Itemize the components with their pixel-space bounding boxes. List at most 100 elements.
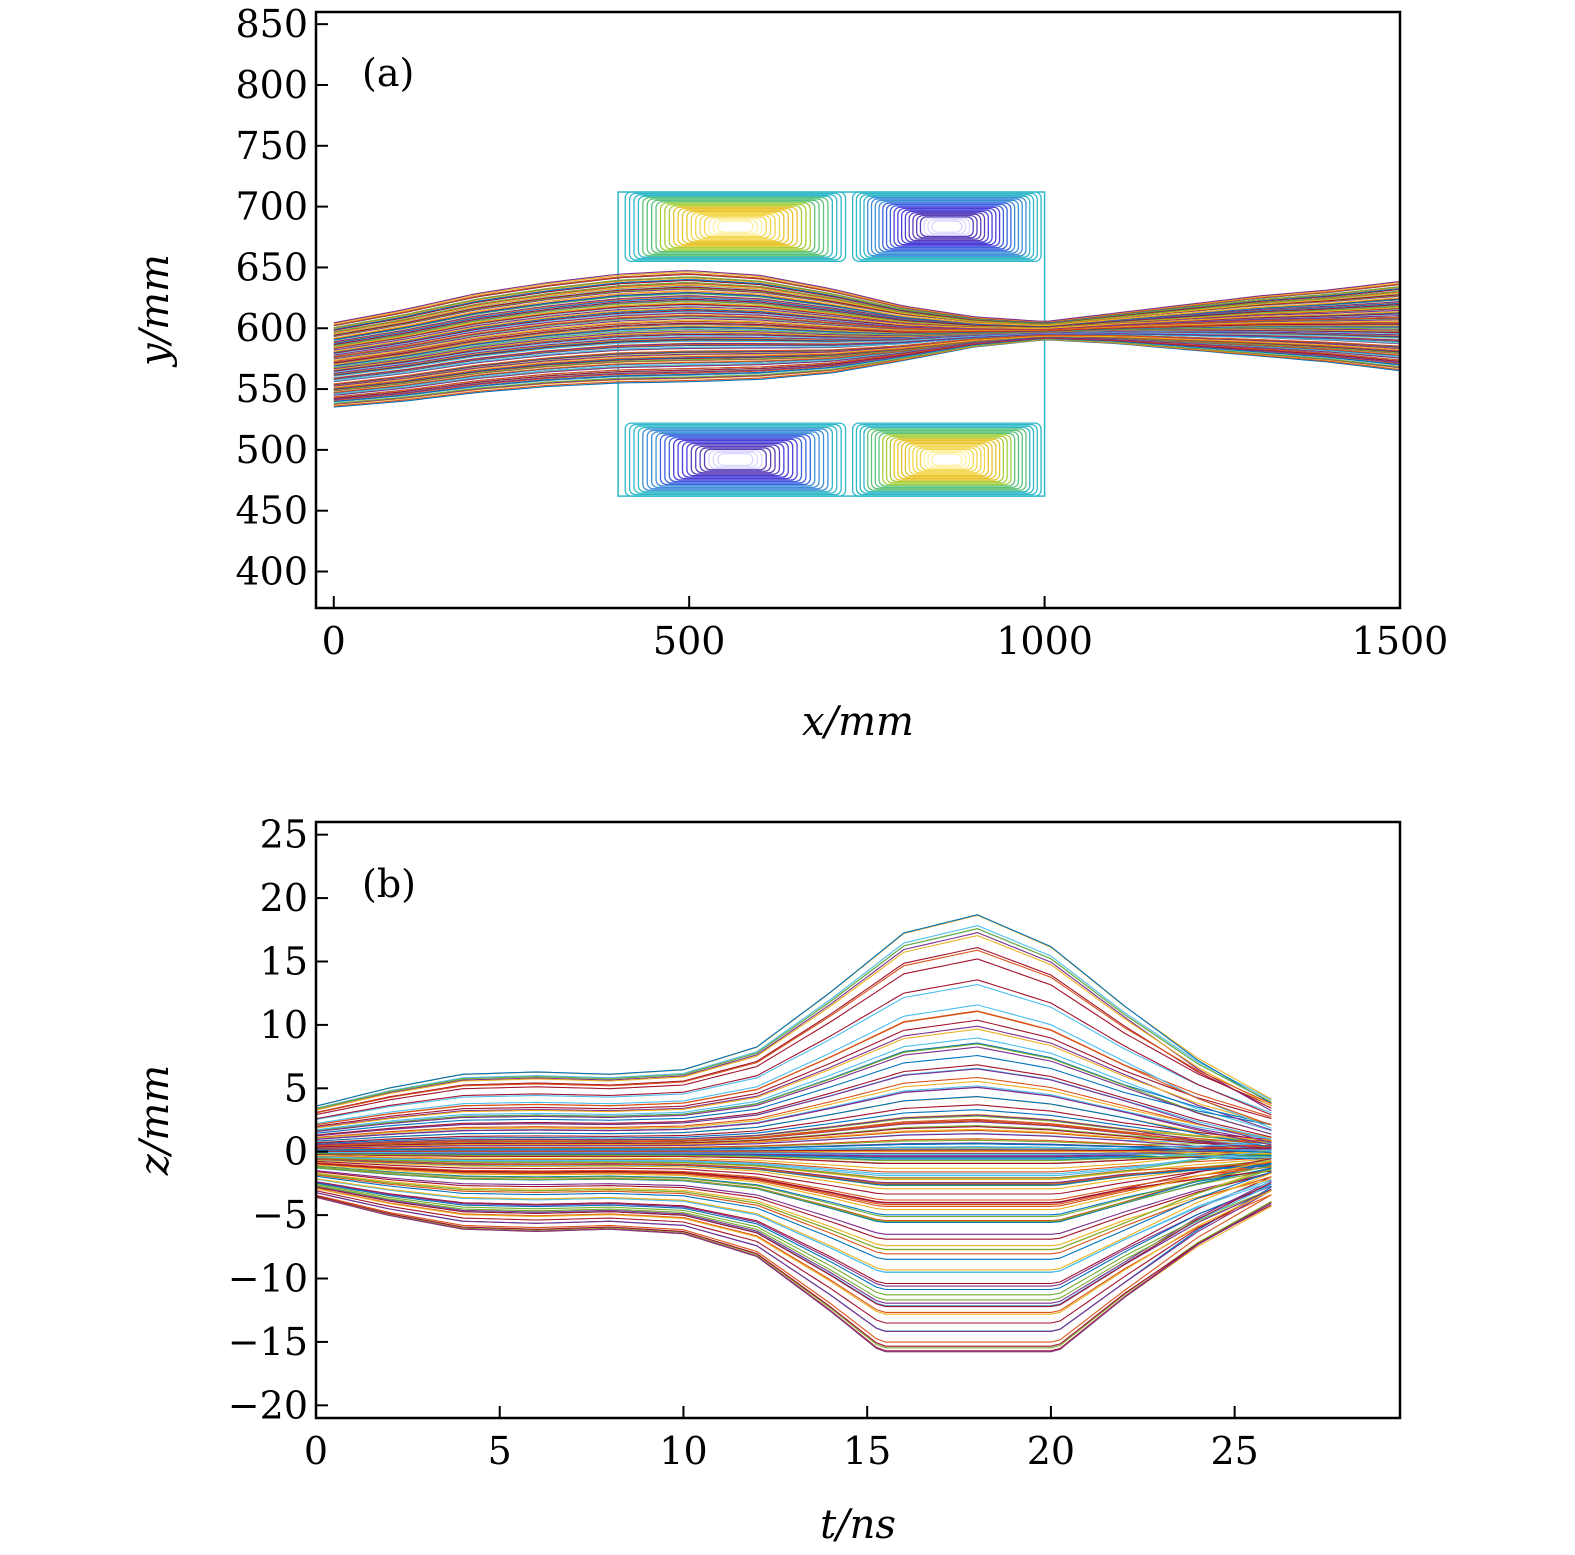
panel-a-contour-level (923, 450, 971, 470)
panel-a-trajectory (333, 335, 1400, 393)
panel-a-trajectory (333, 281, 1400, 333)
panel-a-contour-level (664, 435, 807, 484)
panel-b-trajectory (316, 1187, 1272, 1313)
panel-b-trajectory (316, 1147, 1272, 1152)
panel-b-trajectory (316, 1178, 1272, 1273)
panel-b-trajectory (316, 935, 1272, 1111)
panel-a-tag: (a) (362, 51, 414, 95)
panel-a-contour-level (695, 445, 776, 474)
panel-a-x-tick-label: 1000 (996, 619, 1093, 663)
panel-b-trajectory (316, 1019, 1272, 1127)
panel-a-trajectory (333, 298, 1400, 346)
panel-b-trajectory (316, 1150, 1272, 1175)
panel-b-x-tick-label: 25 (1210, 1429, 1258, 1473)
panel-a-contour-level (664, 203, 807, 250)
panel-a-trajectory (333, 319, 1400, 361)
panel-a-contour-level (637, 195, 833, 258)
panel-b-trajectory (316, 1080, 1272, 1139)
panel-a-contour-level (708, 217, 763, 236)
panel-a-contour-level (878, 201, 1016, 253)
panel-a-contour-level (852, 422, 1042, 497)
panel-a-contour-level (931, 453, 963, 467)
panel-b-axes-frame (314, 820, 1402, 1420)
panel-b-y-tick-label: −20 (228, 1383, 308, 1427)
panel-b-trajectory (316, 1195, 1272, 1347)
panel-b-trajectory (316, 1118, 1272, 1147)
panel-b-trajectory (316, 1086, 1272, 1146)
panel-a-trajectory (333, 325, 1400, 367)
panel-b-trajectory (316, 1046, 1272, 1135)
panel-a-axes-frame (314, 10, 1402, 610)
panel-b-trajectory (316, 1064, 1272, 1138)
panel-a-ticks: 0 500 1000 1500 400 450 500 550 600 650 700 750 800 8… (235, 2, 1448, 663)
panel-b-y-tick-label: 5 (284, 1066, 308, 1110)
panel-a-trajectory (333, 338, 1400, 405)
panel-a-contour-level (655, 201, 816, 253)
panel-a-contour-level (908, 444, 986, 475)
panel-a-trajectory (333, 337, 1400, 396)
panel-a-contour-level (859, 194, 1035, 260)
panel-a-contour-level (628, 423, 842, 496)
panel-a-y-tick-label: 600 (235, 306, 308, 350)
panel-b-trajectory (316, 1025, 1272, 1131)
panel-a-trajectory (333, 286, 1400, 336)
panel-b-trajectory (316, 949, 1272, 1114)
panel-a-contour-level (646, 198, 825, 256)
panel-b-x-axis-label: t/ns (820, 1502, 896, 1548)
panel-b-trajectory (316, 1162, 1272, 1207)
panel-b-trajectory (316, 1037, 1272, 1132)
panel-a-contour-level (699, 447, 772, 472)
panel-a-contour-level (633, 425, 838, 494)
panel-b-trajectory (316, 1167, 1272, 1223)
panel-a-contour-level (863, 426, 1031, 493)
panel-a-contour-level (874, 199, 1020, 254)
panel-a-trajectory (333, 335, 1400, 391)
panel-a-contour-level (708, 450, 763, 470)
panel-a-trajectory (333, 338, 1400, 407)
panel-b-trajectory (316, 1138, 1272, 1154)
panel-b-ticks: 0 5 10 15 20 25 −20 −15 −10 −5 0 5 10 15 20 25 (228, 813, 1259, 1473)
panel-a-contour-level (690, 444, 781, 475)
panel-a-trajectory (333, 270, 1400, 324)
panel-b-trajectory (316, 984, 1272, 1121)
panel-b-trajectory (316, 932, 1272, 1112)
panel-a-contour-level (681, 441, 789, 478)
panel-a-trajectory (333, 328, 1400, 370)
panel-a-contour-level (712, 451, 759, 468)
panel-a-contour-level (912, 445, 982, 474)
panel-b-trajectory (316, 979, 1272, 1120)
panel-a-contour-level (633, 194, 838, 260)
panel-a-y-axis-label: y/mm (132, 254, 178, 368)
panel-a-trajectory (333, 284, 1400, 335)
panel-a-y-tick-label: 400 (235, 550, 308, 594)
panel-a-contour-level (893, 438, 1001, 481)
panel-b-trajectory (316, 1148, 1272, 1158)
panel-a-contour-level (916, 214, 978, 239)
panel-a-trajectory (333, 314, 1400, 358)
panel-a-trajectory (333, 331, 1400, 374)
panel-a-contour-level (646, 429, 825, 490)
panel-a-trajectory (333, 278, 1400, 330)
panel-a-trajectory (333, 333, 1400, 382)
panel-a-trajectory (333, 328, 1400, 371)
panel-a-contour-level (673, 438, 798, 481)
panel-a-contour-level (668, 205, 803, 249)
panel-b-trajectory (316, 1163, 1272, 1206)
panel-a-trajectory (333, 321, 1400, 363)
panel-a-contour-level (642, 196, 829, 257)
panel-b-trajectory (316, 1158, 1272, 1185)
panel-a-contour-level (677, 439, 794, 480)
panel-a-contour-level (852, 191, 1042, 262)
panel-b-trajectory (316, 1184, 1272, 1301)
panel-a-trajectory (333, 327, 1400, 369)
panel-b-trajectory (316, 1150, 1272, 1179)
panel-b-trajectory (316, 1028, 1272, 1129)
panel-b-trajectory (316, 1195, 1272, 1349)
panel-b-trajectory (316, 1162, 1272, 1201)
panel-a-contour-level (717, 453, 754, 467)
panel-a-contour-level (889, 437, 1005, 483)
panel-a-contour-level (897, 439, 997, 480)
panel-a-y-tick-label: 450 (235, 489, 308, 533)
panel-a-trajectory (333, 273, 1400, 326)
